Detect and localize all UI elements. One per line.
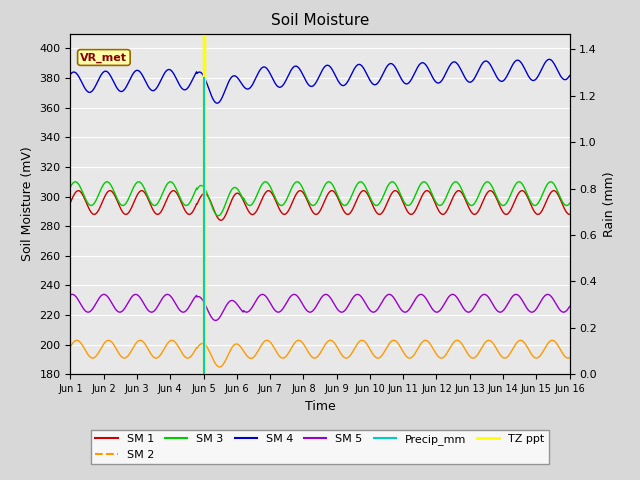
SM 5 (298, 300, 306, 306)
SM 2 (216, 364, 223, 370)
SM 1 (217, 217, 225, 223)
SM 1 (296, 188, 304, 193)
SM 2 (67, 344, 74, 349)
SM 1 (125, 209, 133, 215)
Line: SM 2: SM 2 (70, 340, 570, 367)
SM 3 (214, 213, 222, 218)
SM 5 (278, 306, 286, 312)
SM 4 (105, 71, 113, 76)
SM 3 (298, 184, 306, 190)
SM 4 (566, 73, 573, 79)
SM 4 (289, 65, 297, 71)
SM 4 (125, 78, 133, 84)
SM 3 (289, 183, 297, 189)
SM 1 (566, 212, 573, 217)
SM 3 (105, 180, 113, 186)
SM 4 (298, 70, 306, 76)
SM 2 (390, 337, 397, 343)
SM 2 (351, 345, 358, 351)
Line: SM 3: SM 3 (70, 182, 570, 216)
SM 5 (351, 292, 359, 298)
SM 4 (67, 72, 74, 77)
SM 2 (125, 351, 133, 357)
SM 2 (298, 339, 306, 345)
SM 5 (289, 292, 297, 298)
SM 4 (278, 83, 286, 89)
SM 1 (278, 211, 286, 216)
SM 5 (125, 298, 133, 303)
SM 2 (289, 343, 297, 348)
SM 5 (322, 291, 330, 297)
SM 2 (105, 337, 113, 343)
Title: Soil Moisture: Soil Moisture (271, 13, 369, 28)
SM 5 (566, 304, 573, 310)
SM 3 (67, 184, 74, 190)
SM 4 (545, 57, 553, 62)
Text: VR_met: VR_met (81, 52, 127, 62)
SM 3 (483, 179, 491, 185)
SM 3 (278, 202, 286, 208)
SM 4 (351, 65, 358, 71)
SM 1 (289, 198, 297, 204)
SM 5 (67, 292, 74, 298)
SM 2 (566, 355, 573, 360)
SM 2 (278, 355, 286, 361)
SM 3 (351, 186, 358, 192)
SM 1 (105, 188, 113, 194)
Line: SM 5: SM 5 (70, 294, 570, 321)
SM 1 (298, 189, 306, 194)
SM 1 (351, 201, 359, 206)
Line: SM 1: SM 1 (70, 191, 570, 220)
SM 3 (566, 201, 573, 206)
SM 1 (67, 200, 74, 205)
Legend: SM 1, SM 2, SM 3, SM 4, SM 5, Precip_mm, TZ ppt: SM 1, SM 2, SM 3, SM 4, SM 5, Precip_mm,… (91, 430, 549, 464)
X-axis label: Time: Time (305, 400, 335, 413)
Line: SM 4: SM 4 (70, 60, 570, 103)
SM 5 (105, 296, 113, 301)
SM 3 (125, 194, 133, 200)
SM 4 (213, 100, 221, 106)
Y-axis label: Rain (mm): Rain (mm) (603, 171, 616, 237)
Y-axis label: Soil Moisture (mV): Soil Moisture (mV) (21, 146, 34, 262)
SM 5 (212, 318, 220, 324)
